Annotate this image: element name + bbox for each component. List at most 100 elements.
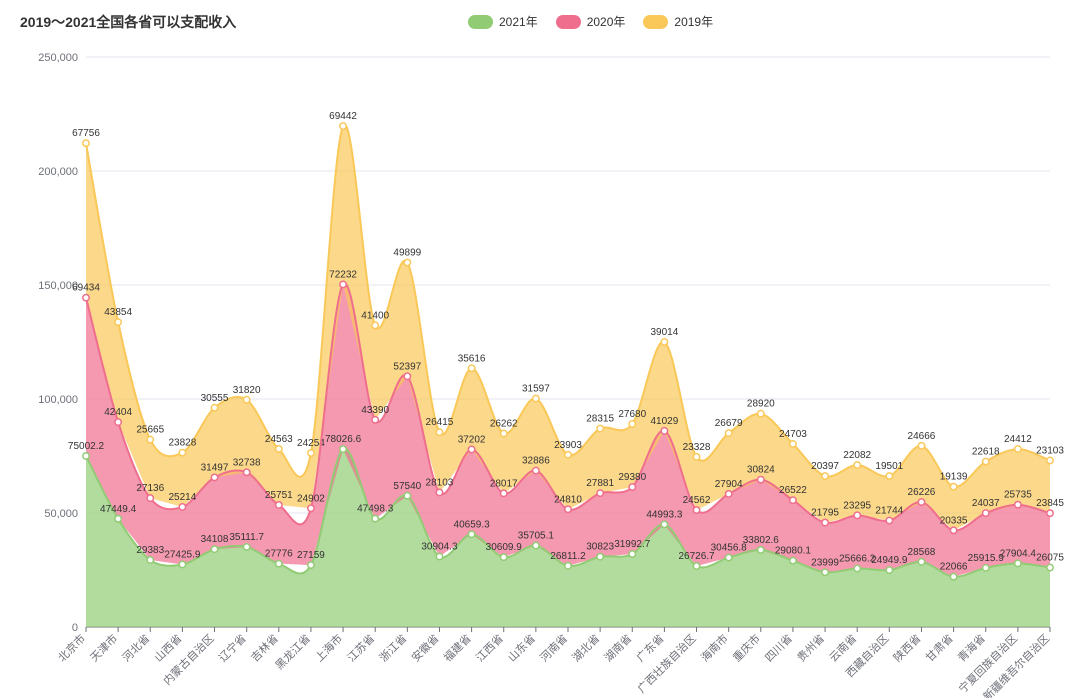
svg-text:安徽省: 安徽省 (408, 631, 441, 664)
svg-text:30824: 30824 (747, 465, 775, 476)
svg-text:25915.9: 25915.9 (968, 553, 1005, 564)
svg-text:24562: 24562 (683, 495, 711, 506)
svg-text:27680: 27680 (618, 409, 646, 420)
svg-text:山东省: 山东省 (505, 632, 538, 665)
svg-text:辽宁省: 辽宁省 (216, 631, 249, 664)
svg-text:35111.7: 35111.7 (229, 532, 264, 543)
svg-text:江苏省: 江苏省 (345, 632, 378, 665)
svg-text:47498.3: 47498.3 (357, 504, 394, 515)
svg-text:78026.6: 78026.6 (325, 434, 362, 445)
svg-text:28103: 28103 (426, 477, 454, 488)
svg-text:31497: 31497 (201, 462, 229, 473)
svg-text:31992.7: 31992.7 (614, 539, 651, 550)
svg-text:31597: 31597 (522, 384, 550, 395)
svg-text:上海市: 上海市 (312, 631, 345, 664)
svg-text:云南省: 云南省 (827, 632, 860, 665)
svg-text:25666.2: 25666.2 (839, 553, 876, 564)
svg-text:42404: 42404 (104, 407, 132, 418)
svg-text:43390: 43390 (361, 405, 389, 416)
svg-text:25751: 25751 (265, 490, 293, 501)
svg-text:福建省: 福建省 (440, 631, 473, 664)
svg-text:29383: 29383 (136, 545, 164, 556)
svg-text:0: 0 (72, 622, 78, 634)
svg-text:19501: 19501 (875, 461, 903, 472)
svg-text:35616: 35616 (458, 353, 486, 364)
svg-text:25735: 25735 (1004, 490, 1032, 501)
svg-text:40659.3: 40659.3 (454, 519, 491, 530)
svg-text:24037: 24037 (972, 498, 1000, 509)
svg-text:43854: 43854 (104, 307, 132, 318)
svg-text:28920: 28920 (747, 399, 775, 410)
svg-text:23903: 23903 (554, 440, 582, 451)
svg-text:37202: 37202 (458, 434, 486, 445)
svg-text:29380: 29380 (618, 472, 646, 483)
svg-text:22066: 22066 (940, 562, 968, 573)
svg-text:26811.2: 26811.2 (550, 551, 586, 562)
svg-text:100,000: 100,000 (38, 394, 78, 406)
svg-text:44993.3: 44993.3 (646, 509, 683, 520)
svg-text:20335: 20335 (940, 515, 968, 526)
svg-text:26226: 26226 (908, 487, 936, 498)
svg-text:69434: 69434 (72, 283, 100, 294)
svg-text:24949.9: 24949.9 (871, 555, 908, 566)
svg-text:四川省: 四川省 (763, 632, 796, 665)
svg-text:湖南省: 湖南省 (602, 632, 635, 665)
svg-text:20397: 20397 (811, 461, 839, 472)
svg-text:31820: 31820 (233, 385, 261, 396)
svg-text:湖北省: 湖北省 (570, 632, 603, 665)
svg-text:23103: 23103 (1036, 446, 1064, 457)
svg-text:26679: 26679 (715, 418, 743, 429)
svg-text:23999: 23999 (811, 557, 839, 568)
svg-text:22618: 22618 (972, 447, 1000, 458)
svg-text:河北省: 河北省 (120, 632, 153, 665)
svg-text:27881: 27881 (586, 478, 614, 489)
svg-text:50,000: 50,000 (44, 508, 78, 520)
svg-text:21744: 21744 (875, 506, 903, 517)
svg-text:24412: 24412 (1004, 434, 1032, 445)
svg-text:吉林省: 吉林省 (248, 631, 281, 664)
svg-text:26075: 26075 (1036, 553, 1064, 564)
svg-text:24666: 24666 (908, 431, 936, 442)
svg-text:47449.4: 47449.4 (100, 504, 137, 515)
svg-text:27136: 27136 (136, 483, 164, 494)
svg-text:27159: 27159 (297, 550, 325, 561)
svg-text:52397: 52397 (393, 361, 421, 372)
svg-text:北京市: 北京市 (55, 631, 88, 664)
svg-text:28017: 28017 (490, 478, 518, 489)
svg-text:69442: 69442 (329, 111, 357, 122)
svg-text:24902: 24902 (297, 493, 325, 504)
svg-text:49899: 49899 (393, 248, 421, 259)
svg-text:67756: 67756 (72, 128, 100, 139)
svg-text:22082: 22082 (843, 450, 871, 461)
svg-text:28315: 28315 (586, 414, 614, 425)
svg-text:贵州省: 贵州省 (795, 632, 828, 665)
svg-text:黑龙江省: 黑龙江省 (273, 632, 313, 672)
svg-text:浙江省: 浙江省 (377, 632, 410, 665)
svg-text:32886: 32886 (522, 456, 550, 467)
svg-text:24703: 24703 (779, 429, 807, 440)
svg-text:32738: 32738 (233, 457, 261, 468)
svg-text:山西省: 山西省 (152, 632, 185, 665)
svg-text:河南省: 河南省 (538, 632, 571, 665)
svg-text:27776: 27776 (265, 549, 293, 560)
svg-text:26726.7: 26726.7 (678, 551, 715, 562)
svg-text:江西省: 江西省 (473, 632, 506, 665)
svg-text:23295: 23295 (843, 500, 871, 511)
svg-text:200,000: 200,000 (38, 166, 78, 178)
svg-text:26522: 26522 (779, 485, 807, 496)
svg-text:30555: 30555 (201, 393, 229, 404)
svg-text:甘肃省: 甘肃省 (923, 632, 956, 665)
svg-text:21795: 21795 (811, 508, 839, 519)
svg-text:33802.6: 33802.6 (743, 535, 780, 546)
svg-text:57540: 57540 (393, 481, 421, 492)
svg-text:23328: 23328 (683, 442, 711, 453)
svg-text:广东省: 广东省 (634, 632, 667, 665)
svg-text:青海省: 青海省 (955, 631, 988, 664)
svg-text:26262: 26262 (490, 418, 518, 429)
svg-text:25665: 25665 (136, 425, 164, 436)
svg-text:41400: 41400 (361, 310, 389, 321)
svg-text:24810: 24810 (554, 494, 582, 505)
svg-text:30823: 30823 (586, 542, 614, 553)
svg-text:27904: 27904 (715, 479, 743, 490)
svg-text:26415: 26415 (426, 417, 454, 428)
